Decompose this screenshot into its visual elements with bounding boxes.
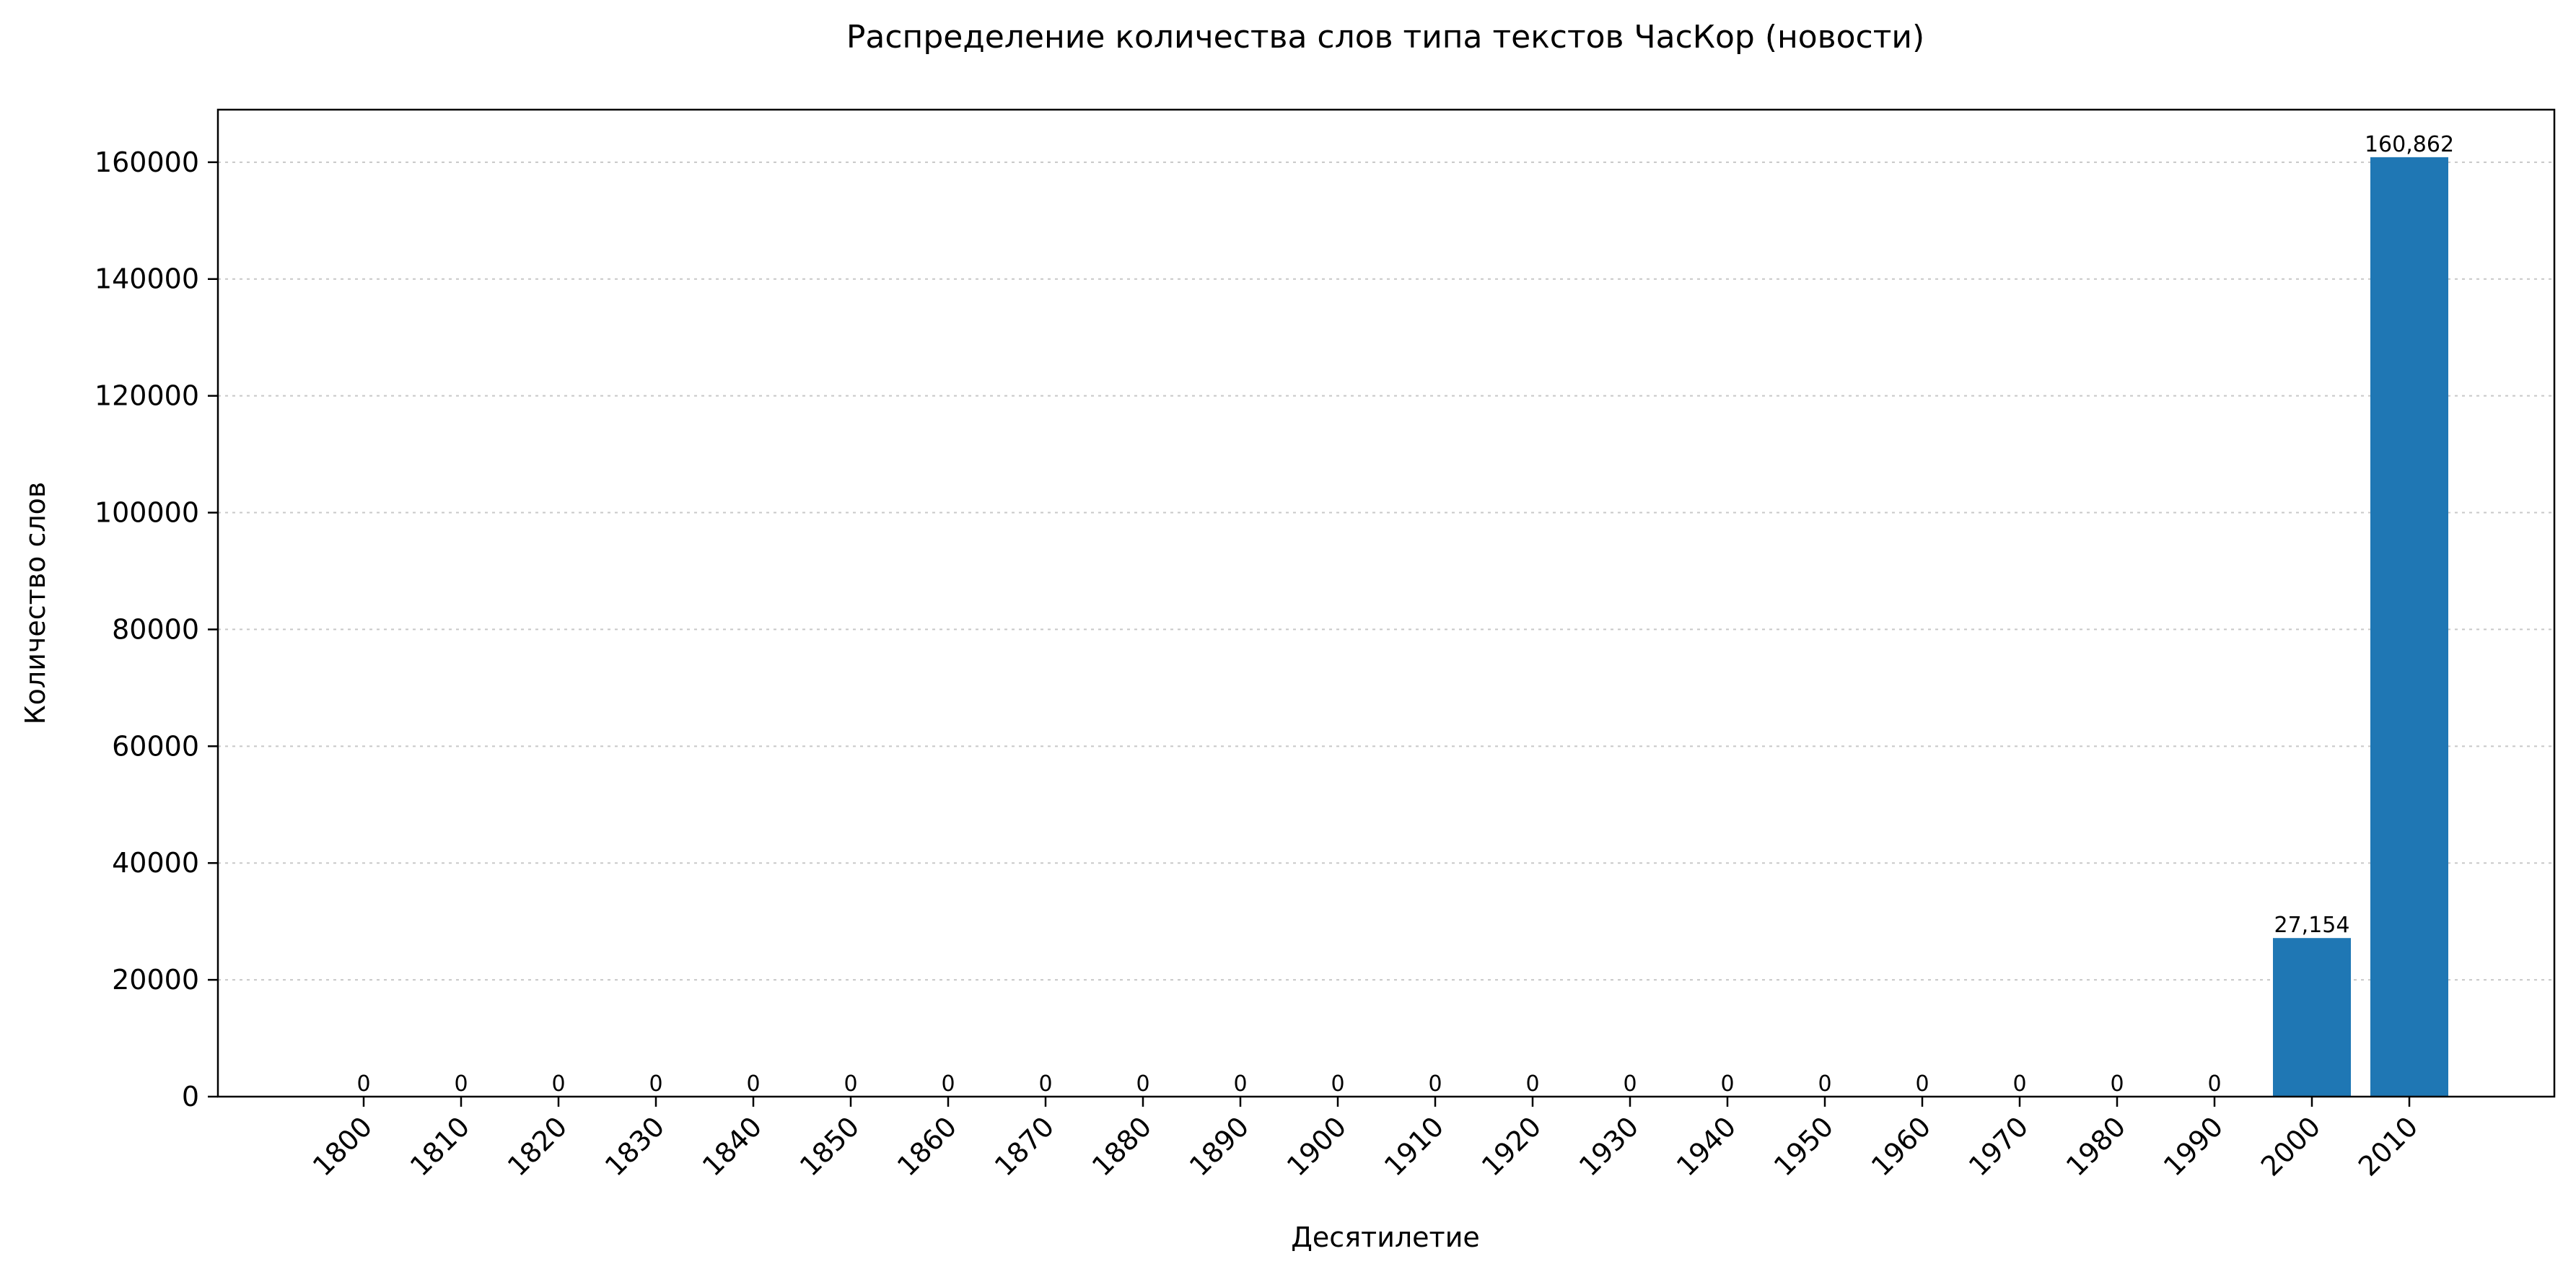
y-tick-label: 40000	[112, 847, 199, 879]
bar-value-label: 0	[1525, 1071, 1539, 1097]
bar-value-label: 0	[551, 1071, 565, 1097]
bars	[2273, 157, 2448, 1097]
x-tick-label: 1990	[2157, 1110, 2230, 1182]
x-tick-label: 1940	[1670, 1110, 1743, 1182]
bar-value-label: 0	[1915, 1071, 1929, 1097]
x-axis-label: Десятилетие	[1291, 1221, 1480, 1253]
x-tick-label: 1950	[1768, 1110, 1840, 1182]
x-tick-label: 1980	[2060, 1110, 2132, 1182]
x-tick-label: 1800	[307, 1110, 379, 1182]
grid-lines	[218, 161, 2554, 981]
y-axis-label: Количество слов	[19, 482, 51, 725]
bar-value-label: 0	[454, 1071, 468, 1097]
y-tick-label: 100000	[95, 497, 199, 529]
bar-value-label: 160,862	[2365, 132, 2454, 157]
x-tick-label: 1910	[1378, 1110, 1450, 1182]
x-tick-label: 1870	[989, 1110, 1061, 1182]
bar-value-label: 0	[356, 1071, 370, 1097]
bar-value-label: 0	[1720, 1071, 1734, 1097]
x-tick-label: 1820	[501, 1110, 574, 1182]
y-tick-label: 140000	[95, 263, 199, 295]
x-tick-label: 1860	[891, 1110, 963, 1182]
bar-value-label: 0	[1136, 1071, 1149, 1097]
x-tick-label: 1970	[1963, 1110, 2035, 1182]
chart-title: Распределение количества слов типа текст…	[846, 19, 1924, 56]
bar-value-label: 0	[1428, 1071, 1442, 1097]
bar-value-label: 0	[941, 1071, 955, 1097]
bar-value-label: 27,154	[2274, 913, 2350, 938]
bar-value-label: 0	[2012, 1071, 2026, 1097]
x-tick-label: 1880	[1086, 1110, 1158, 1182]
bar	[2370, 157, 2448, 1097]
bar-value-label: 0	[1623, 1071, 1637, 1097]
y-tick-label: 20000	[112, 964, 199, 996]
x-tick-label: 1930	[1573, 1110, 1645, 1182]
x-tick-label: 1920	[1476, 1110, 1548, 1182]
bar-value-label: 0	[1331, 1071, 1344, 1097]
bar-value-label: 0	[844, 1071, 857, 1097]
x-axis: 1800 1810 1820 1830 1840 1850 1860 1870 1880 1890…	[307, 1097, 2424, 1182]
bar	[2273, 938, 2351, 1097]
x-tick-label: 1850	[794, 1110, 866, 1182]
y-tick-label: 0	[182, 1081, 199, 1113]
plot-frame	[216, 108, 2556, 1098]
x-tick-label: 1840	[696, 1110, 768, 1182]
y-tick-label: 80000	[112, 613, 199, 645]
x-tick-label: 1810	[404, 1110, 476, 1182]
bar-value-label: 0	[1818, 1071, 1831, 1097]
bar-value-label: 0	[2207, 1071, 2221, 1097]
y-tick-label: 120000	[95, 380, 199, 412]
bar-value-label: 0	[2110, 1071, 2124, 1097]
y-axis: 0 20000 40000 60000 80000 100000 120000 140000 1…	[95, 146, 218, 1113]
y-tick-label: 60000	[112, 730, 199, 762]
bar-value-label: 0	[1038, 1071, 1052, 1097]
bar-value-labels: 0 0 0 0 0 0 0 0 0 0 0 0 0 0 0 0 0 0 0 0 27,154 160,862	[356, 132, 2454, 1097]
x-tick-label: 1830	[599, 1110, 671, 1182]
bar-value-label: 0	[649, 1071, 662, 1097]
y-tick-label: 160000	[95, 146, 199, 178]
x-tick-label: 2000	[2255, 1110, 2327, 1182]
bar-value-label: 0	[1233, 1071, 1247, 1097]
bar-value-label: 0	[746, 1071, 760, 1097]
x-tick-label: 2010	[2352, 1110, 2424, 1182]
x-tick-label: 1890	[1183, 1110, 1256, 1182]
x-tick-label: 1960	[1865, 1110, 1937, 1182]
x-tick-label: 1900	[1281, 1110, 1353, 1182]
